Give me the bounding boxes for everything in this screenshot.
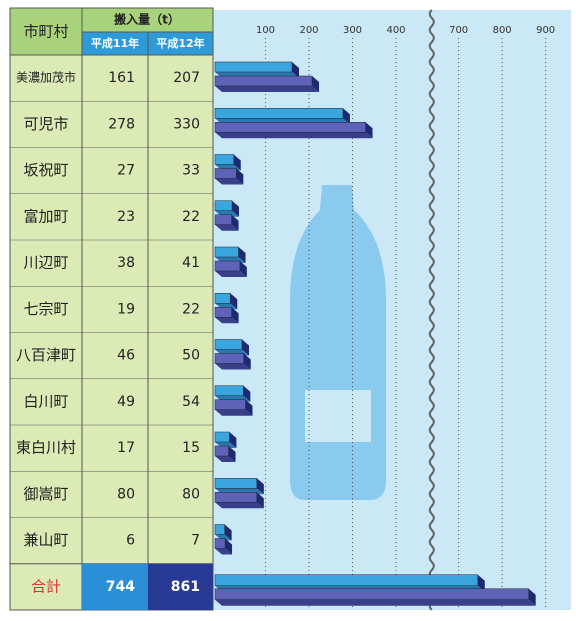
- table-value: 54: [182, 394, 200, 410]
- table-value: 22: [182, 301, 200, 317]
- table-value: 6: [126, 533, 135, 549]
- bar: [215, 293, 230, 303]
- table-value: 33: [182, 163, 200, 179]
- plot-area: [213, 10, 571, 610]
- x-tick-label: 400: [386, 25, 405, 36]
- table-value: 15: [182, 440, 200, 456]
- category-label: 富加町: [23, 207, 68, 225]
- bar-bottom: [215, 502, 264, 508]
- bar: [215, 76, 312, 86]
- table-value: 161: [108, 70, 135, 86]
- header-value: 搬入量（t）: [114, 12, 180, 27]
- table-value: 330: [173, 116, 200, 132]
- table-value: 22: [182, 209, 200, 225]
- table-value: 19: [117, 301, 135, 317]
- bar: [215, 122, 366, 132]
- bar: [215, 169, 236, 179]
- table-value: 80: [117, 486, 135, 502]
- bar: [215, 155, 234, 165]
- table-value: 7: [191, 533, 200, 549]
- bar: [215, 340, 242, 350]
- x-tick-label: 900: [536, 25, 555, 36]
- x-tick-label: 200: [299, 25, 318, 36]
- x-tick-label: 100: [256, 25, 275, 36]
- table-value: 38: [117, 255, 135, 271]
- table-value: 744: [106, 579, 135, 595]
- x-tick-label: 800: [493, 25, 512, 36]
- bar: [215, 261, 240, 271]
- table-value: 207: [173, 70, 200, 86]
- table-value: 41: [182, 255, 200, 271]
- table-value: 23: [117, 209, 135, 225]
- bar: [215, 575, 478, 586]
- category-label: 八百津町: [16, 346, 76, 364]
- table-value: 50: [182, 348, 200, 364]
- bar: [215, 62, 292, 72]
- table-value: 27: [117, 163, 135, 179]
- bar: [215, 354, 244, 364]
- chart: 市町村 搬入量（t） 100 200 300 400 700 800 900 平成11年 平成1…: [0, 0, 576, 617]
- series-name: 平成11年: [91, 36, 139, 50]
- table-value: 17: [117, 440, 135, 456]
- bar: [215, 215, 232, 225]
- bar-bottom: [215, 600, 536, 606]
- bar: [215, 247, 239, 257]
- bar: [215, 492, 257, 502]
- x-tick-label: 300: [343, 25, 362, 36]
- category-label: 白川町: [23, 392, 68, 410]
- bar: [215, 589, 529, 600]
- category-label: 川辺町: [23, 254, 68, 272]
- category-label: 東白川村: [16, 439, 76, 457]
- category-label: 坂祝町: [23, 161, 68, 179]
- table-value: 861: [171, 579, 200, 595]
- bar: [215, 386, 243, 396]
- header-category: 市町村: [23, 23, 68, 41]
- table-value: 278: [108, 116, 135, 132]
- bar: [215, 108, 343, 118]
- bar: [215, 432, 229, 442]
- bar: [215, 539, 225, 549]
- bar: [215, 446, 229, 456]
- bar-bottom: [215, 86, 319, 92]
- bar-bottom: [215, 132, 373, 138]
- table-value: 46: [117, 348, 135, 364]
- table-value: 49: [117, 394, 135, 410]
- bar: [215, 478, 257, 488]
- series-name: 平成12年: [156, 36, 204, 50]
- category-label: 七宗町: [23, 300, 68, 318]
- bottle-label: [305, 390, 371, 442]
- category-label: 兼山町: [23, 531, 68, 549]
- bar: [215, 400, 245, 410]
- category-label: 合計: [31, 577, 61, 595]
- bar: [215, 307, 232, 317]
- category-label: 可児市: [23, 115, 68, 133]
- category-label: 御嵩町: [23, 485, 68, 503]
- table-value: 80: [182, 486, 200, 502]
- x-tick-label: 700: [449, 25, 468, 36]
- bar: [215, 525, 225, 535]
- bar: [215, 201, 232, 211]
- category-label: 美濃加茂市: [16, 70, 76, 85]
